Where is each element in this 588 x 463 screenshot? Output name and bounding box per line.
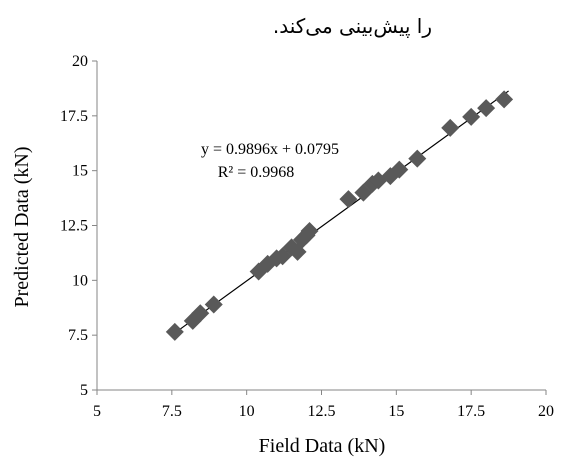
x-tick-label: 5 bbox=[93, 403, 101, 420]
data-point bbox=[408, 149, 427, 168]
x-tick-label: 20 bbox=[538, 403, 554, 420]
x-axis-title: Field Data (kN) bbox=[259, 435, 386, 457]
data-point bbox=[462, 107, 481, 126]
data-point bbox=[390, 160, 409, 179]
y-tick-label: 7.5 bbox=[68, 327, 88, 344]
y-tick-label: 10 bbox=[72, 272, 88, 289]
data-point bbox=[191, 304, 210, 323]
y-tick-label: 15 bbox=[72, 163, 88, 180]
trendline-equation: y = 0.9896x + 0.0795 bbox=[201, 141, 339, 158]
data-point bbox=[165, 322, 184, 341]
x-tick-label: 15 bbox=[388, 403, 404, 420]
y-tick-label: 20 bbox=[72, 53, 88, 70]
y-tick-label: 5 bbox=[80, 382, 88, 399]
data-point bbox=[441, 118, 460, 137]
data-point bbox=[300, 221, 319, 240]
tick-group: 5 7.5 10 12.5 15 17.5 20 5 7.5 10 12.5 15 17.5 20 bbox=[60, 53, 554, 420]
y-tick-label: 17.5 bbox=[60, 108, 88, 125]
x-tick-label: 17.5 bbox=[457, 403, 485, 420]
data-point bbox=[477, 99, 496, 118]
x-tick-label: 7.5 bbox=[162, 403, 182, 420]
data-point bbox=[339, 190, 358, 209]
r-squared-label: R² = 0.9968 bbox=[218, 164, 295, 181]
data-point bbox=[495, 90, 514, 109]
y-axis-title: Predicted Data (kN) bbox=[11, 146, 33, 307]
x-tick-label: 12.5 bbox=[308, 403, 336, 420]
data-point bbox=[204, 295, 223, 314]
caption-fragment: را پیش‌بینی می‌کند. bbox=[272, 14, 432, 38]
chart-axes bbox=[96, 61, 546, 391]
data-points bbox=[165, 90, 514, 341]
y-tick-label: 12.5 bbox=[60, 218, 88, 235]
x-tick-label: 10 bbox=[239, 403, 255, 420]
